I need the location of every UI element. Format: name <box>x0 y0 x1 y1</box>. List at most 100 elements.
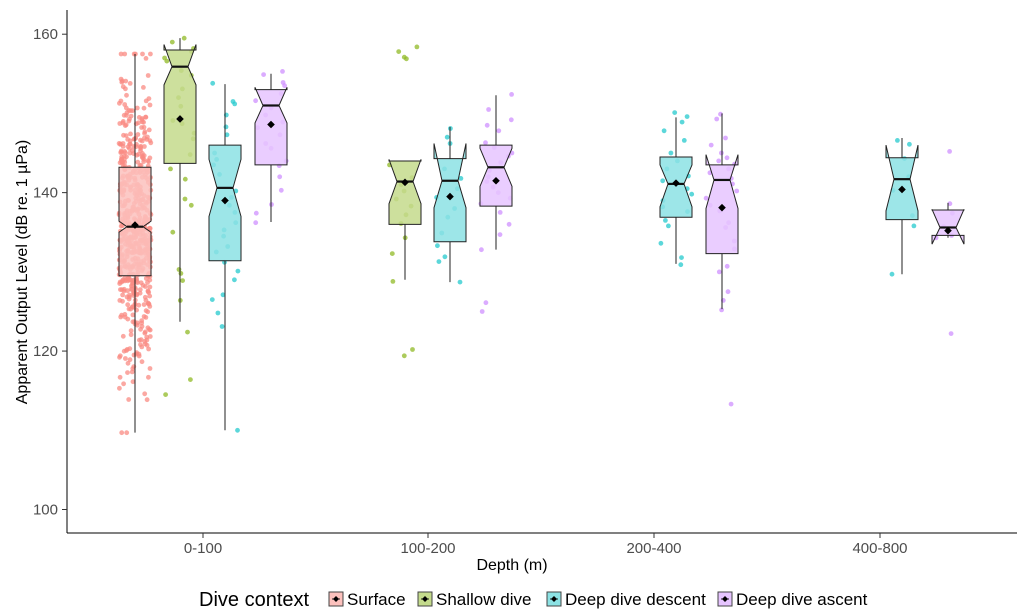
point-surface <box>127 150 133 156</box>
x-tick-label-200-400: 200-400 <box>626 540 681 557</box>
point-surface <box>118 98 124 104</box>
point-deep-dive-descent-400-800 <box>911 223 917 229</box>
point-deep-dive-descent-200-400 <box>663 218 668 223</box>
point-surface <box>135 320 141 326</box>
point-surface <box>135 159 141 165</box>
legend: Dive context Surface Shallow dive Deep div… <box>199 589 868 611</box>
point-surface <box>135 132 141 137</box>
point-deep-dive-ascent-100-200 <box>479 247 484 253</box>
point-surface <box>145 73 151 78</box>
point-surface <box>130 312 136 318</box>
box-deep-dive-descent-400-800-body <box>885 144 919 221</box>
point-shallow-dive-0-100 <box>182 176 188 182</box>
y-tick-label-120: 120 <box>33 343 58 360</box>
point-surface <box>128 332 134 338</box>
point-deep-dive-ascent-0-100 <box>280 69 285 74</box>
point-deep-dive-descent-200-400 <box>660 178 666 184</box>
point-shallow-dive-0-100 <box>168 166 173 172</box>
box-deep-dive-ascent-0-100-mean-marker <box>267 120 275 129</box>
point-surface <box>142 391 148 397</box>
point-shallow-dive-0-100 <box>182 196 188 202</box>
point-surface <box>117 374 123 380</box>
point-surface <box>141 302 147 307</box>
point-deep-dive-descent-0-100 <box>235 268 241 274</box>
point-surface <box>131 51 137 57</box>
point-deep-dive-ascent-100-200 <box>484 122 490 128</box>
point-surface <box>122 314 128 320</box>
point-surface <box>128 108 134 113</box>
point-surface <box>118 51 124 57</box>
point-surface <box>129 283 134 289</box>
point-surface <box>148 51 153 57</box>
legend-item-surface: Surface <box>328 590 406 609</box>
point-shallow-dive-100-200 <box>389 251 395 256</box>
point-surface <box>123 78 129 84</box>
point-surface <box>136 353 142 359</box>
point-surface <box>120 119 126 124</box>
point-deep-dive-ascent-0-100 <box>261 72 266 77</box>
box-deep-dive-descent-0-100 <box>208 84 242 431</box>
box-deep-dive-descent-100-200-mean-marker <box>446 192 454 201</box>
point-deep-dive-descent-200-400 <box>666 223 671 229</box>
boxes <box>118 38 965 433</box>
box-deep-dive-descent-0-100-mean-marker <box>221 196 229 205</box>
point-surface <box>142 135 147 141</box>
point-deep-dive-ascent-100-200 <box>497 210 503 215</box>
point-surface <box>129 287 135 292</box>
box-deep-dive-ascent-100-200-mean-marker <box>492 176 500 185</box>
point-deep-dive-descent-100-200 <box>444 134 450 140</box>
point-surface <box>138 337 144 343</box>
legend-title: Dive context <box>199 589 309 611</box>
point-surface <box>127 141 132 147</box>
point-deep-dive-ascent-200-400 <box>728 401 734 407</box>
box-deep-dive-descent-100-200 <box>433 126 467 283</box>
point-surface <box>127 81 133 86</box>
point-surface <box>140 119 145 125</box>
point-surface <box>129 369 135 375</box>
box-surface-0-100-mean-marker <box>131 221 139 229</box>
point-shallow-dive-0-100 <box>180 278 186 283</box>
point-shallow-dive-0-100 <box>169 39 175 45</box>
point-surface <box>143 56 149 61</box>
box-shallow-dive-100-200-body <box>388 159 422 225</box>
point-deep-dive-ascent-100-200 <box>506 221 512 227</box>
point-surface <box>137 287 143 292</box>
point-deep-dive-ascent-200-400 <box>714 116 720 122</box>
point-surface <box>118 76 124 82</box>
point-surface <box>120 84 126 90</box>
point-surface <box>136 115 142 120</box>
point-deep-dive-descent-200-400 <box>679 255 684 260</box>
point-surface <box>143 98 149 104</box>
point-deep-dive-descent-200-400 <box>678 262 684 268</box>
point-deep-dive-descent-200-400 <box>672 110 678 115</box>
point-deep-dive-ascent-200-400 <box>719 150 724 156</box>
point-deep-dive-descent-200-400 <box>684 114 690 119</box>
point-deep-dive-descent-200-400 <box>681 138 687 143</box>
box-shallow-dive-100-200-mean-marker <box>401 178 409 187</box>
point-surface <box>125 302 131 308</box>
point-surface <box>138 143 144 149</box>
box-deep-dive-ascent-400-800-mean-marker <box>944 226 952 235</box>
point-deep-dive-ascent-0-100 <box>253 98 258 104</box>
point-deep-dive-ascent-0-100 <box>282 83 287 89</box>
box-shallow-dive-0-100-body <box>163 44 197 164</box>
point-surface <box>127 277 133 282</box>
y-tick-label-140: 140 <box>33 185 58 202</box>
point-surface <box>140 51 145 57</box>
point-surface <box>142 144 147 149</box>
point-surface <box>147 293 153 299</box>
point-deep-dive-descent-200-400 <box>668 150 674 156</box>
point-deep-dive-descent-0-100 <box>223 124 229 130</box>
point-deep-dive-ascent-400-800 <box>947 149 952 154</box>
point-shallow-dive-0-100 <box>188 377 193 382</box>
point-deep-dive-ascent-400-800 <box>948 331 954 336</box>
point-surface <box>147 155 153 161</box>
point-deep-dive-ascent-200-400 <box>725 289 731 295</box>
box-deep-dive-descent-100-200-body <box>433 143 467 243</box>
point-surface <box>125 137 131 142</box>
point-deep-dive-descent-0-100 <box>219 324 225 329</box>
point-shallow-dive-0-100 <box>164 58 170 64</box>
point-deep-dive-descent-200-400 <box>658 240 664 246</box>
point-deep-dive-ascent-200-400 <box>719 307 724 313</box>
